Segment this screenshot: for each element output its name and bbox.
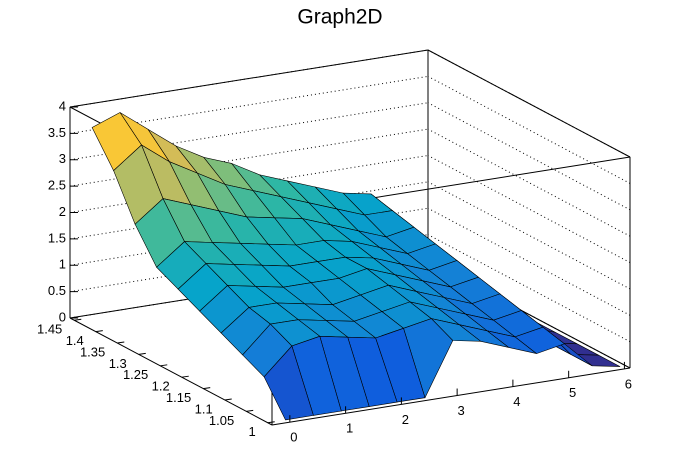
z-tick-label: 1 [59,257,66,272]
grid-line [69,181,429,240]
y-tick-label: 1.15 [166,390,191,405]
y-tick-label: 1 [248,424,255,439]
z-tick-label: 0.5 [48,283,66,298]
x-tick-label: 2 [402,412,409,427]
y-tick-label: 1.05 [209,413,234,428]
x-tick-label: 1 [346,421,353,436]
z-tick-label: 1.5 [48,230,66,245]
y-tick-label: 1.25 [123,367,148,382]
y-tick-label: 1.35 [80,344,105,359]
grid-line [69,207,429,266]
x-tick-label: 3 [458,403,465,418]
surface-cell [263,345,314,421]
y-tick-label: 1.45 [37,322,62,337]
y-tick [246,409,254,412]
z-tick-label: 3 [59,151,66,166]
chart-title: Graph2D [297,6,382,29]
y-tick-label: 1.4 [66,333,84,348]
x-tick-label: 0 [290,430,297,445]
x-tick-label: 5 [569,385,576,400]
y-tick [181,375,189,378]
y-tick-label: 1.1 [195,401,213,416]
y-tick-label: 1.3 [109,356,127,371]
y-tick [224,398,232,401]
y-tick [95,330,103,333]
x-tick-label: 4 [513,394,520,409]
y-tick [117,341,125,344]
y-tick [138,352,146,355]
y-tick [267,421,275,424]
z-tick-label: 3.5 [48,125,66,140]
box-edge [69,317,273,426]
grid-line [69,234,429,293]
y-tick [203,387,211,390]
box-edge [271,367,631,426]
z-tick-label: 4 [59,98,66,113]
z-tick-label: 2 [59,204,66,219]
y-tick [74,318,82,321]
z-tick-label: 2.5 [48,178,66,193]
box-edge [69,49,429,108]
z-tick-label: 0 [59,309,66,324]
x-tick-label: 6 [625,376,632,391]
y-tick [160,364,168,367]
y-tick-label: 1.2 [152,379,170,394]
box-edge [427,49,631,158]
